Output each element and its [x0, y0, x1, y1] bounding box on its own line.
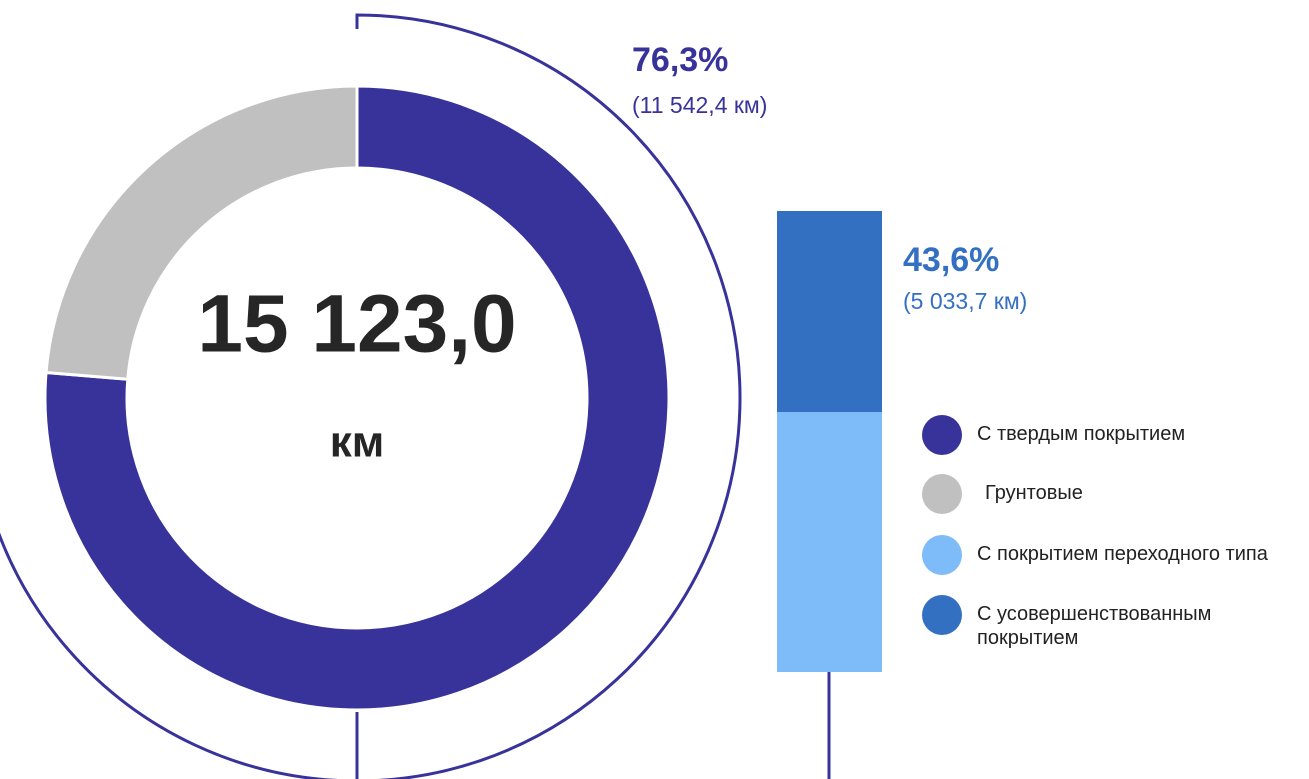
legend-label: С твердым покрытием	[977, 423, 1186, 445]
value-detail: (11 542,4 км)	[632, 92, 767, 118]
legend-label: С усовершенствованным покрытием	[977, 603, 1212, 649]
legend-marker	[922, 474, 962, 514]
bar-segment	[777, 411, 882, 672]
value-detail: (5 033,7 км)	[903, 288, 1027, 314]
legend-marker	[922, 595, 962, 635]
center-unit: км	[330, 418, 385, 467]
legend-marker	[922, 535, 962, 575]
legend-marker	[922, 415, 962, 455]
value-label: 76,3%	[632, 41, 728, 79]
center-label: 15 123,0	[197, 279, 516, 370]
value-label: 43,6%	[903, 241, 999, 279]
bar-segment	[777, 211, 882, 412]
donut-segment	[43, 84, 671, 712]
legend-label: Грунтовые	[985, 482, 1083, 504]
donut-segment	[44, 84, 359, 381]
legend-label: С покрытием переходного типа	[977, 543, 1268, 565]
bracket	[0, 13, 742, 779]
